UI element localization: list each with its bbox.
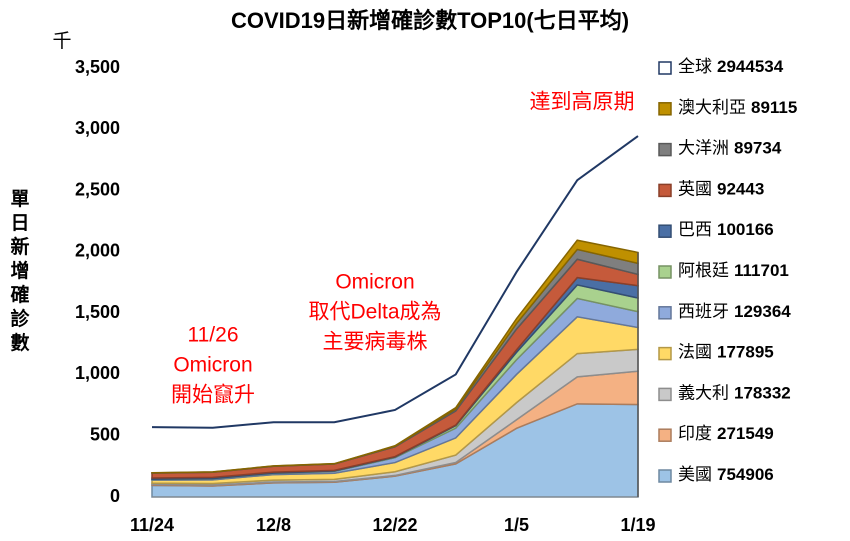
legend-swatch (658, 469, 672, 483)
legend-label: 大洋洲 89734 (678, 139, 782, 158)
legend-name: 印度 (678, 425, 712, 444)
annotation: 取代Delta成為 (308, 301, 441, 324)
legend-label: 義大利 178332 (678, 384, 791, 403)
total-line (151, 135, 639, 429)
annotation: 主要病毒株 (323, 331, 428, 354)
y-unit: 千 (52, 30, 71, 52)
x-tick-label: 1/5 (504, 515, 529, 535)
legend-value: 178332 (734, 384, 791, 403)
y-tick-label: 0 (110, 486, 120, 506)
legend-name: 巴西 (678, 221, 712, 240)
annotation: Omicron (335, 271, 414, 294)
legend-swatch (658, 346, 672, 361)
legend-name: 西班牙 (678, 302, 729, 321)
legend-value: 89115 (751, 98, 797, 117)
chart-title: COVID19日新增確診數TOP10(七日平均) (231, 8, 629, 33)
legend-value: 111701 (734, 261, 789, 280)
legend-label: 阿根廷 111701 (678, 261, 789, 280)
legend-label: 澳大利亞 89115 (678, 98, 797, 117)
annotation: 11/26 (188, 324, 239, 347)
legend-value: 129364 (734, 302, 791, 321)
legend-label: 全球 2944534 (678, 57, 784, 76)
legend-value: 89734 (734, 139, 782, 158)
legend-name: 義大利 (678, 384, 729, 403)
x-tick-label: 12/8 (256, 515, 291, 535)
legend-swatch (658, 306, 672, 320)
legend-label: 巴西 100166 (678, 221, 774, 240)
legend-swatch (658, 428, 672, 442)
legend-value: 92443 (717, 180, 764, 199)
legend-swatch (658, 61, 672, 75)
legend-swatch (658, 224, 672, 238)
legend-swatch (658, 387, 672, 402)
legend-label: 印度 271549 (678, 425, 774, 444)
annotation: Omicron (173, 354, 252, 377)
legend-name: 全球 (678, 57, 712, 76)
legend-name: 大洋洲 (678, 139, 729, 158)
y-tick-label: 2,500 (75, 179, 120, 199)
legend-swatch (658, 142, 672, 157)
annotation: 開始竄升 (171, 384, 255, 407)
legend-name: 英國 (678, 180, 712, 199)
y-tick-label: 500 (90, 424, 120, 444)
legend-name: 美國 (678, 465, 712, 484)
legend-label: 美國 754906 (678, 465, 774, 484)
legend-swatch (658, 183, 672, 198)
legend-value: 754906 (717, 465, 774, 484)
legend-value: 177895 (717, 343, 774, 362)
annotation: 達到高原期 (530, 91, 635, 114)
legend-label: 法國 177895 (678, 343, 774, 362)
y-tick-label: 1,000 (75, 363, 120, 383)
y-tick-label: 3,000 (75, 118, 120, 138)
legend-swatch (658, 265, 672, 279)
y-tick-label: 1,500 (75, 302, 120, 322)
x-tick-label: 11/24 (130, 515, 174, 535)
y-tick-label: 2,000 (75, 241, 120, 261)
x-tick-label: 1/19 (620, 515, 655, 535)
legend-value: 100166 (717, 221, 774, 240)
legend-label: 西班牙 129364 (678, 302, 791, 321)
legend-name: 法國 (678, 343, 712, 362)
y-tick-label: 3,500 (75, 57, 120, 77)
legend-name: 澳大利亞 (678, 98, 746, 117)
legend-name: 阿根廷 (678, 261, 729, 280)
legend-value: 2944534 (717, 57, 784, 76)
legend-label: 英國 92443 (678, 180, 764, 199)
x-tick-label: 12/22 (372, 515, 417, 535)
legend-swatch (658, 102, 672, 116)
y-axis-label: 單日新增確診數 (10, 188, 30, 354)
legend-value: 271549 (717, 425, 774, 444)
